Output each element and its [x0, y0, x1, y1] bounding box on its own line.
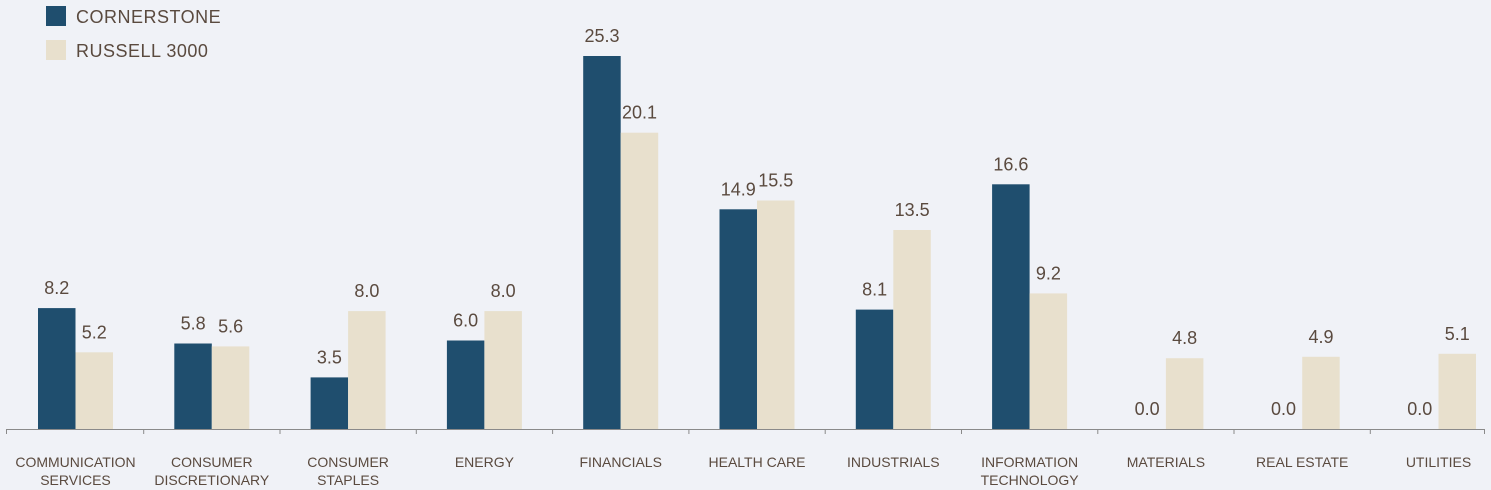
category-label-line: INFORMATION — [981, 454, 1078, 470]
value-label-cornerstone-4: 25.3 — [584, 26, 619, 46]
bar-cornerstone-7 — [992, 184, 1030, 429]
bars-group — [38, 56, 1476, 429]
category-label-3: ENERGY — [455, 454, 515, 470]
bar-cornerstone-2 — [310, 377, 349, 429]
category-label-line: DISCRETIONARY — [154, 472, 270, 488]
value-labels-group: 8.2 5.2 5.8 5.6 3.5 8.0 6.0 8.0 25.3 20.1 14.9 15.5… — [44, 26, 1470, 419]
category-label-line: TECHNOLOGY — [981, 472, 1080, 488]
value-label-russell-6: 13.5 — [895, 200, 930, 220]
category-label-2: CONSUMER STAPLES — [307, 454, 389, 488]
value-label-russell-3: 8.0 — [491, 281, 516, 301]
category-label-line: CONSUMER — [307, 454, 389, 470]
bar-russell-1 — [211, 346, 250, 429]
category-label-line: STAPLES — [317, 472, 379, 488]
bar-russell-5 — [757, 200, 795, 429]
category-label-line: FINANCIALS — [579, 454, 661, 470]
value-label-cornerstone-5: 14.9 — [721, 179, 756, 199]
legend: CORNERSTONE RUSSELL 3000 — [46, 6, 221, 61]
value-label-russell-9: 4.9 — [1308, 327, 1333, 347]
bar-cornerstone-0 — [38, 308, 76, 429]
bar-russell-6 — [893, 230, 931, 429]
value-label-russell-0: 5.2 — [82, 322, 107, 342]
value-label-russell-1: 5.6 — [218, 316, 243, 336]
category-label-line: REAL ESTATE — [1256, 454, 1348, 470]
bar-russell-8 — [1165, 358, 1204, 429]
bar-cornerstone-3 — [446, 340, 485, 429]
legend-swatch-1 — [46, 40, 66, 60]
bar-cornerstone-6 — [855, 309, 894, 429]
category-label-9: REAL ESTATE — [1256, 454, 1348, 470]
bar-cornerstone-1 — [174, 343, 212, 429]
value-label-cornerstone-8: 0.0 — [1135, 399, 1160, 419]
category-label-line: SERVICES — [40, 472, 111, 488]
value-label-russell-5: 15.5 — [758, 171, 793, 191]
category-label-4: FINANCIALS — [579, 454, 661, 470]
category-label-8: MATERIALS — [1127, 454, 1205, 470]
value-label-cornerstone-9: 0.0 — [1271, 399, 1296, 419]
category-label-line: CONSUMER — [171, 454, 253, 470]
category-label-line: ENERGY — [455, 454, 515, 470]
bar-cornerstone-4 — [583, 56, 621, 429]
category-label-1: CONSUMER DISCRETIONARY — [154, 454, 270, 488]
category-label-10: UTILITIES — [1406, 454, 1471, 470]
category-label-0: COMMUNICATION SERVICES — [15, 454, 135, 488]
value-label-russell-7: 9.2 — [1036, 263, 1061, 283]
category-labels-group: COMMUNICATION SERVICES CONSUMER DISCRETIONA… — [15, 454, 1471, 488]
category-label-line: HEALTH CARE — [709, 454, 806, 470]
value-label-russell-8: 4.8 — [1172, 328, 1197, 348]
value-label-cornerstone-3: 6.0 — [453, 311, 478, 331]
category-label-line: MATERIALS — [1127, 454, 1205, 470]
value-label-russell-4: 20.1 — [622, 103, 657, 123]
legend-swatch-0 — [46, 6, 66, 26]
category-label-line: COMMUNICATION — [15, 454, 135, 470]
bar-russell-7 — [1029, 293, 1068, 429]
category-label-line: INDUSTRIALS — [847, 454, 940, 470]
value-label-cornerstone-0: 8.2 — [44, 278, 69, 298]
bar-russell-2 — [348, 311, 386, 429]
category-label-line: UTILITIES — [1406, 454, 1471, 470]
bar-russell-0 — [75, 352, 113, 429]
category-label-6: INDUSTRIALS — [847, 454, 940, 470]
value-label-cornerstone-2: 3.5 — [317, 347, 342, 367]
category-label-7: INFORMATION TECHNOLOGY — [981, 454, 1080, 488]
value-label-cornerstone-10: 0.0 — [1407, 399, 1432, 419]
bar-cornerstone-5 — [719, 209, 757, 429]
category-label-5: HEALTH CARE — [709, 454, 806, 470]
legend-label-0: CORNERSTONE — [76, 7, 221, 27]
value-label-cornerstone-7: 16.6 — [993, 154, 1028, 174]
x-axis-ticks — [6, 429, 1485, 434]
bar-russell-10 — [1438, 353, 1476, 429]
legend-label-1: RUSSELL 3000 — [76, 41, 208, 61]
bar-russell-4 — [620, 132, 659, 429]
bar-russell-3 — [484, 311, 522, 429]
value-label-russell-10: 5.1 — [1445, 324, 1470, 344]
value-label-cornerstone-6: 8.1 — [862, 280, 887, 300]
value-label-cornerstone-1: 5.8 — [181, 314, 206, 334]
value-label-russell-2: 8.0 — [354, 281, 379, 301]
bar-russell-9 — [1302, 356, 1340, 429]
